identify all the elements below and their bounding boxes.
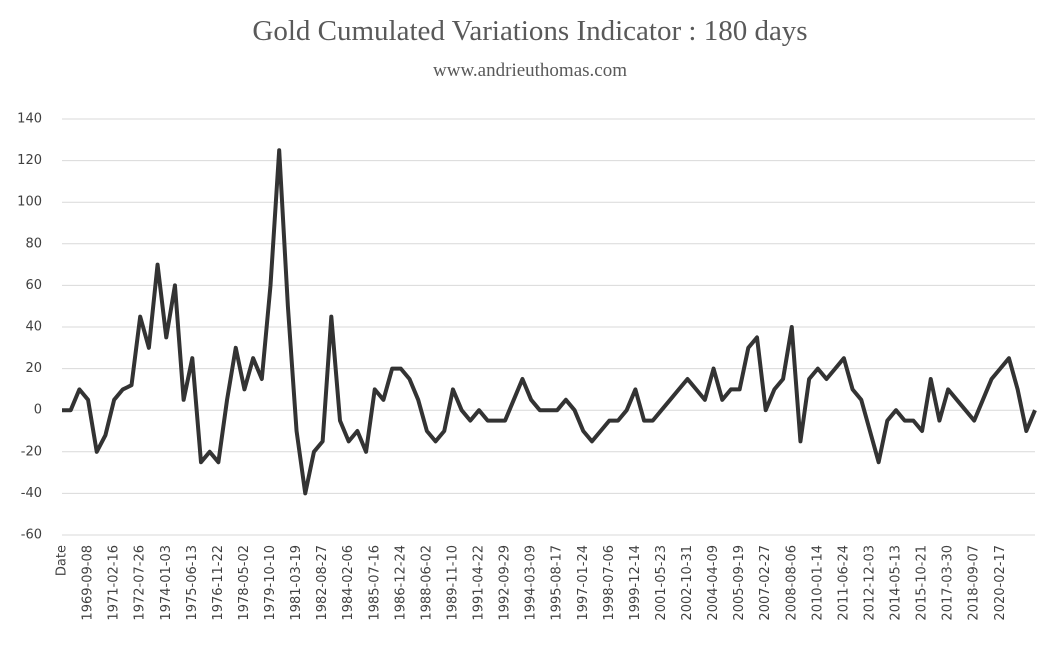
x-tick-label: 1982-08-27 bbox=[315, 545, 330, 621]
x-tick-label: 1985-07-16 bbox=[367, 545, 382, 621]
chart-title: Gold Cumulated Variations Indicator : 18… bbox=[252, 15, 807, 47]
x-tick-label: 2018-09-07 bbox=[967, 545, 982, 621]
y-tick-label: 0 bbox=[34, 403, 42, 418]
x-tick-label: Date bbox=[55, 545, 70, 576]
y-tick-label: 100 bbox=[17, 195, 42, 210]
y-tick-label: -20 bbox=[21, 444, 42, 459]
x-tick-label: 2008-08-06 bbox=[784, 545, 799, 621]
y-tick-label: 80 bbox=[25, 236, 42, 251]
chart-subtitle: www.andrieuthomas.com bbox=[433, 60, 627, 81]
data-line bbox=[62, 148, 1037, 496]
x-tick-label: 2002-10-31 bbox=[680, 545, 695, 621]
x-tick-label: 1998-07-06 bbox=[602, 545, 617, 621]
y-tick-label: 120 bbox=[17, 153, 42, 168]
y-tick-label: 40 bbox=[25, 320, 42, 335]
x-tick-label: 1969-09-08 bbox=[81, 545, 96, 621]
x-tick-label: 1978-05-02 bbox=[237, 545, 252, 621]
x-tick-label: 2011-06-24 bbox=[836, 545, 851, 621]
x-tick-label: 1974-01-03 bbox=[159, 545, 174, 621]
x-tick-label: 1981-03-19 bbox=[289, 545, 304, 621]
x-tick-label: 2007-02-27 bbox=[758, 545, 773, 621]
x-tick-label: 1992-09-29 bbox=[498, 545, 513, 621]
y-tick-label: -60 bbox=[21, 528, 42, 543]
x-tick-label: 1988-06-02 bbox=[419, 545, 434, 621]
y-tick-label: -40 bbox=[21, 486, 42, 501]
x-tick-label: 2015-10-21 bbox=[915, 545, 930, 621]
x-tick-label: 2012-12-03 bbox=[862, 545, 877, 621]
y-tick-label: 140 bbox=[17, 112, 42, 127]
x-tick-label: 1991-04-22 bbox=[472, 545, 487, 621]
y-tick-label: 60 bbox=[25, 278, 42, 293]
x-tick-label: 1975-06-13 bbox=[185, 545, 200, 621]
y-tick-label: 20 bbox=[25, 361, 42, 376]
x-tick-label: 1995-08-17 bbox=[550, 545, 565, 621]
x-tick-label: 2010-01-14 bbox=[810, 545, 825, 621]
x-tick-label: 2014-05-13 bbox=[889, 545, 904, 621]
x-tick-label: 1989-11-10 bbox=[445, 545, 460, 621]
x-tick-label: 1994-03-09 bbox=[524, 545, 539, 621]
x-tick-label: 1971-02-16 bbox=[107, 545, 122, 621]
x-tick-label: 2005-09-19 bbox=[732, 545, 747, 621]
x-tick-label: 1972-07-26 bbox=[133, 545, 148, 621]
x-tick-label: 2004-04-09 bbox=[706, 545, 721, 621]
x-tick-label: 1984-02-06 bbox=[341, 545, 356, 621]
x-tick-label: 1986-12-24 bbox=[393, 545, 408, 621]
x-tick-label: 1976-11-22 bbox=[211, 545, 226, 621]
x-tick-label: 2001-05-23 bbox=[654, 545, 669, 621]
x-tick-label: 1999-12-14 bbox=[628, 545, 643, 621]
x-tick-label: 1979-10-10 bbox=[263, 545, 278, 621]
x-tick-label: 2017-03-30 bbox=[941, 545, 956, 621]
x-tick-label: 1997-01-24 bbox=[576, 545, 591, 621]
x-tick-label: 2020-02-17 bbox=[993, 545, 1008, 621]
